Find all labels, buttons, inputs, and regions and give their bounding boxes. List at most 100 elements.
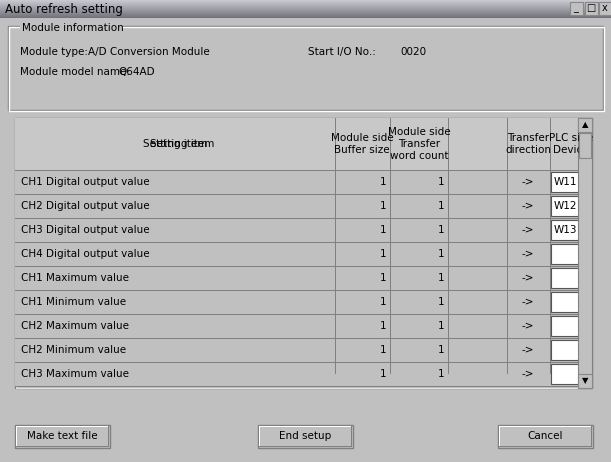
Bar	[15, 290, 578, 291]
Bar	[0, 7, 611, 8]
Bar	[551, 340, 591, 360]
Text: CH1 Minimum value: CH1 Minimum value	[21, 297, 126, 307]
Bar	[0, 2, 611, 3]
Bar	[551, 292, 591, 312]
Bar	[498, 425, 593, 448]
Bar	[15, 194, 578, 195]
Bar	[599, 2, 611, 15]
Text: Module type:: Module type:	[20, 47, 88, 57]
Bar	[551, 172, 591, 192]
Bar	[551, 220, 591, 240]
Bar	[259, 426, 352, 427]
Bar	[0, 3, 611, 4]
Text: Setting item: Setting item	[150, 139, 214, 149]
Bar	[0, 8, 611, 9]
Bar	[570, 2, 583, 15]
Text: ->: ->	[522, 321, 534, 331]
Bar	[498, 425, 593, 448]
Bar	[15, 266, 578, 267]
Text: 1: 1	[379, 201, 386, 211]
Text: Transfer
direction: Transfer direction	[505, 133, 551, 155]
Text: ->: ->	[522, 201, 534, 211]
Bar	[551, 268, 591, 288]
Text: 1: 1	[437, 297, 444, 307]
Bar	[0, 13, 611, 14]
Text: 1: 1	[437, 273, 444, 283]
Text: CH2 Minimum value: CH2 Minimum value	[21, 345, 126, 355]
Bar	[8, 26, 603, 110]
Bar	[16, 426, 109, 427]
Bar	[448, 118, 449, 374]
Text: Make text file: Make text file	[27, 431, 97, 441]
Text: End setup: End setup	[279, 431, 331, 441]
Bar	[499, 446, 592, 447]
Bar	[15, 314, 578, 338]
Text: _: _	[574, 3, 579, 13]
Text: ->: ->	[522, 273, 534, 283]
Bar	[390, 118, 391, 374]
Text: 1: 1	[379, 273, 386, 283]
Bar	[551, 196, 591, 216]
Bar	[579, 133, 591, 158]
Bar	[0, 17, 611, 18]
Bar	[0, 0, 611, 18]
Bar	[15, 118, 578, 170]
Text: 1: 1	[437, 201, 444, 211]
Text: Module information: Module information	[22, 23, 124, 33]
Bar	[258, 425, 353, 448]
Text: ->: ->	[522, 177, 534, 187]
Bar	[0, 10, 611, 11]
Text: ▲: ▲	[582, 121, 588, 129]
Bar	[578, 118, 592, 388]
Bar	[259, 426, 260, 447]
Bar	[15, 266, 578, 290]
Text: 1: 1	[379, 177, 386, 187]
Bar	[0, 5, 611, 6]
Bar	[15, 338, 578, 339]
Text: 1: 1	[379, 249, 386, 259]
Text: ->: ->	[522, 345, 534, 355]
Bar	[15, 170, 578, 171]
Text: W13: W13	[554, 225, 577, 235]
Bar	[15, 425, 110, 448]
Bar	[16, 119, 592, 388]
Text: 1: 1	[379, 225, 386, 235]
Text: 0020: 0020	[400, 47, 426, 57]
Bar	[15, 425, 110, 448]
Bar	[578, 118, 592, 132]
Text: CH3 Maximum value: CH3 Maximum value	[21, 369, 129, 379]
Bar	[258, 425, 353, 448]
Text: CH2 Digital output value: CH2 Digital output value	[21, 201, 150, 211]
Bar	[335, 118, 336, 374]
Text: CH1 Digital output value: CH1 Digital output value	[21, 177, 150, 187]
Text: ->: ->	[522, 297, 534, 307]
Bar	[15, 170, 578, 171]
Bar	[9, 27, 604, 111]
Text: □: □	[587, 3, 596, 13]
Bar	[578, 374, 592, 388]
Bar	[585, 2, 598, 15]
Bar	[0, 1, 611, 2]
Bar	[15, 314, 578, 315]
Bar	[15, 362, 578, 386]
Bar	[108, 426, 109, 447]
Bar	[16, 426, 17, 447]
Bar	[20, 23, 122, 33]
Bar	[351, 426, 352, 447]
Bar	[592, 118, 593, 374]
Bar	[0, 15, 611, 16]
Text: 1: 1	[437, 321, 444, 331]
Text: W11: W11	[554, 177, 577, 187]
Text: CH1 Maximum value: CH1 Maximum value	[21, 273, 129, 283]
Bar	[0, 4, 611, 5]
Bar	[0, 16, 611, 17]
Bar	[591, 426, 592, 447]
Bar	[551, 316, 591, 336]
Bar	[15, 242, 578, 266]
Text: 1: 1	[437, 345, 444, 355]
Text: ->: ->	[522, 225, 534, 235]
Bar	[15, 118, 592, 388]
Text: CH4 Digital output value: CH4 Digital output value	[21, 249, 150, 259]
Bar	[507, 118, 508, 374]
Bar	[15, 218, 578, 219]
